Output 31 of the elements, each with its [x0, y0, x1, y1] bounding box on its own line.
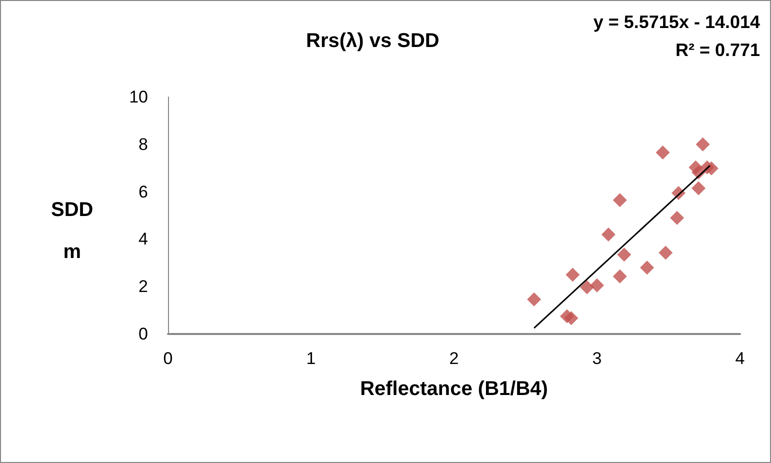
y-tick-label: 4 — [138, 230, 148, 249]
point — [601, 227, 616, 242]
point — [612, 269, 627, 284]
chart-title: Rrs(λ) vs SDD — [306, 30, 440, 52]
x-tick-label: 0 — [163, 349, 173, 368]
y-tick-label: 0 — [138, 324, 148, 344]
point — [696, 137, 710, 152]
point — [656, 145, 670, 160]
point — [564, 311, 578, 326]
point — [566, 268, 580, 282]
y-axis-title: SDD m — [50, 199, 94, 263]
point — [658, 246, 673, 260]
x-tick-label: 4 — [735, 349, 745, 368]
point — [670, 210, 684, 225]
x-axis-title: Reflectance (B1/B4) — [360, 378, 548, 400]
y-tick-label: 6 — [138, 182, 148, 202]
x-tick-label: 2 — [449, 349, 459, 368]
y-tick-label: 2 — [138, 277, 148, 296]
point — [617, 248, 632, 262]
point — [640, 260, 654, 275]
text: y = 5.5715x - 14.014 — [593, 12, 760, 32]
point — [527, 292, 542, 306]
point — [692, 181, 706, 196]
x-tick-label: 3 — [592, 349, 602, 368]
point — [590, 278, 604, 292]
point — [612, 193, 627, 208]
text: R² = 0.771 — [675, 40, 760, 60]
y-tick-label: 10 — [129, 88, 148, 106]
x-tick-label: 1 — [306, 349, 316, 368]
y-tick-label: 8 — [138, 134, 148, 154]
point — [580, 280, 594, 294]
